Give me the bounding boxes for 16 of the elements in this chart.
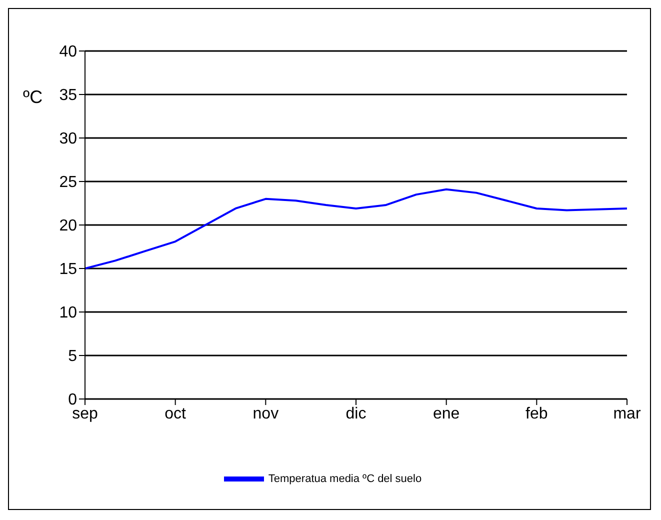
y-tick-label: 10 [59, 304, 78, 322]
y-tick-label: 25 [59, 174, 78, 192]
y-tick-label: 30 [59, 130, 78, 148]
y-tick-label: 5 [68, 348, 78, 366]
x-tick-label: ene [432, 405, 460, 422]
y-tick-label: 40 [59, 44, 78, 61]
x-tick-label: dic [346, 405, 366, 422]
x-tick-label: nov [252, 405, 279, 422]
y-tick-label: 35 [59, 87, 78, 104]
x-tick-label: mar [613, 405, 642, 422]
legend-label: Temperatua media ºC del suelo [268, 472, 422, 485]
x-tick-label: feb [526, 405, 548, 422]
y-tick-label: 20 [59, 218, 78, 235]
y-tick-label: 15 [59, 261, 78, 278]
x-tick-label: oct [164, 405, 187, 422]
y-axis-title: ºC [23, 87, 43, 108]
